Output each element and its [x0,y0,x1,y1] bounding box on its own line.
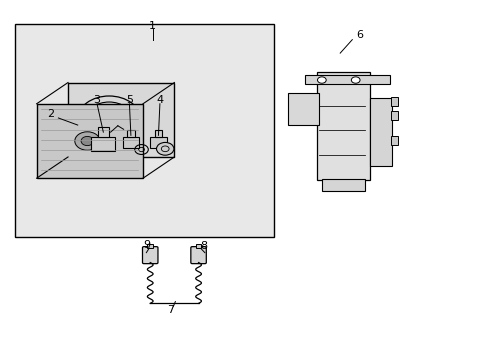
FancyBboxPatch shape [390,136,397,145]
Circle shape [317,77,325,83]
FancyBboxPatch shape [369,99,391,166]
FancyBboxPatch shape [142,247,158,264]
Text: 9: 9 [143,239,150,249]
Circle shape [156,143,174,155]
FancyBboxPatch shape [147,244,153,248]
FancyBboxPatch shape [150,138,166,148]
FancyBboxPatch shape [190,247,206,264]
Text: 1: 1 [149,21,156,31]
FancyBboxPatch shape [316,72,369,180]
Text: 6: 6 [355,30,362,40]
FancyBboxPatch shape [127,130,135,138]
Circle shape [350,77,359,83]
FancyBboxPatch shape [15,24,273,237]
Text: 4: 4 [156,95,163,105]
FancyBboxPatch shape [321,179,365,191]
FancyBboxPatch shape [390,111,397,120]
Text: 8: 8 [200,240,207,251]
FancyBboxPatch shape [97,127,109,137]
FancyBboxPatch shape [305,76,389,84]
FancyBboxPatch shape [195,244,201,248]
Text: 7: 7 [167,305,174,315]
Polygon shape [37,104,142,178]
FancyBboxPatch shape [154,130,162,138]
Polygon shape [68,82,174,157]
FancyBboxPatch shape [287,93,319,125]
FancyBboxPatch shape [390,97,397,105]
Text: 2: 2 [47,109,55,120]
Text: 3: 3 [93,95,101,105]
Text: 5: 5 [126,95,133,105]
Circle shape [81,136,94,145]
FancyBboxPatch shape [91,137,115,150]
Circle shape [75,132,100,150]
FancyBboxPatch shape [122,138,139,148]
